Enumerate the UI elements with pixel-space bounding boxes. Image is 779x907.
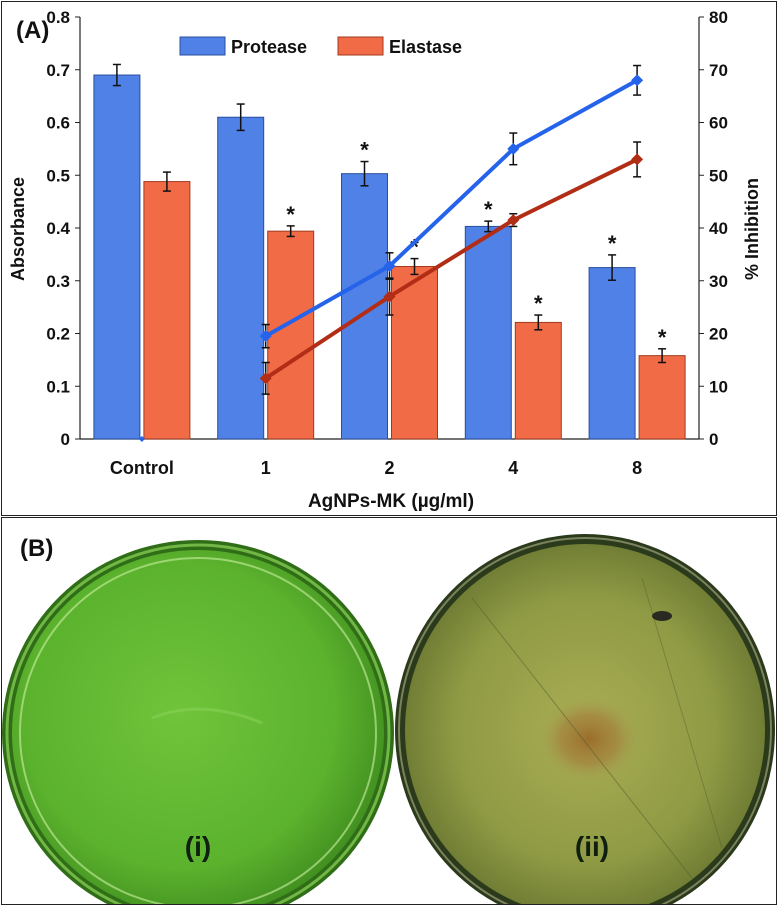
line-point-1 <box>631 153 644 166</box>
y2-tick-label: 10 <box>709 377 728 396</box>
legend-swatch-protease <box>179 36 226 56</box>
y-tick-label: 0.3 <box>46 272 70 291</box>
legend-label-elastase: Elastase <box>389 37 462 57</box>
line-series-0 <box>264 78 639 338</box>
dish-label-ii: (ii) <box>575 831 609 862</box>
line-point-0 <box>259 330 272 343</box>
line-point-1 <box>383 290 396 303</box>
panel-b: (B) (i) (ii) <box>1 517 777 905</box>
y2-tick-label: 0 <box>709 430 718 449</box>
bar-elastase <box>638 355 686 440</box>
y-tick-label: 0.1 <box>46 377 70 396</box>
legend-swatch-elastase <box>337 36 384 56</box>
significance-marker: * <box>484 197 493 222</box>
bar-elastase <box>267 230 315 440</box>
bar-protease <box>588 267 636 440</box>
x-tick-label: 2 <box>384 458 394 478</box>
y2-tick-label: 50 <box>709 166 728 185</box>
y-tick-label: 0 <box>61 430 70 449</box>
y-tick-label: 0.6 <box>46 114 70 133</box>
panel-a-label: (A) <box>16 17 49 44</box>
dish-label-i: (i) <box>185 831 211 862</box>
legend-label-protease: Protease <box>231 37 307 57</box>
bar-elastase <box>143 181 191 440</box>
plot-area: 0 0.1 0.2 0.3 0.4 0.5 0.6 0.7 0.8 0 10 20 30 40 50 60 70… <box>46 8 728 478</box>
x-tick-label: Control <box>110 458 174 478</box>
y-tick-label: 0.4 <box>46 219 70 238</box>
x-axis-label: AgNPs-MK (µg/ml) <box>308 491 474 512</box>
significance-marker: * <box>410 235 419 260</box>
y2-tick-label: 20 <box>709 325 728 344</box>
bar-protease <box>217 116 265 440</box>
significance-marker: * <box>534 291 543 316</box>
petri-dish-ii <box>395 534 775 904</box>
y2-tick-label: 80 <box>709 8 728 27</box>
y-tick-label: 0.2 <box>46 325 70 344</box>
y2-tick-label: 40 <box>709 219 728 238</box>
x-tick-label: 8 <box>632 458 642 478</box>
line-point-0 <box>507 142 520 155</box>
petri-dish-photo: (B) (i) (ii) <box>2 518 776 904</box>
bar-protease <box>341 173 388 440</box>
y2-tick-label: 60 <box>709 114 728 133</box>
line-point-0 <box>383 259 396 272</box>
line-point-1 <box>259 372 272 385</box>
y-tick-label: 0.7 <box>46 61 70 80</box>
line-point-0 <box>138 436 145 442</box>
y-tick-label: 0.8 <box>46 8 70 27</box>
bar-line-chart: (A) Protease Elastase 0 0.1 0.2 0.3 0.4 0.5 0.… <box>8 8 762 512</box>
y2-tick-label: 70 <box>709 61 728 80</box>
legend: Protease Elastase <box>179 36 462 57</box>
y-tick-label: 0.5 <box>46 166 70 185</box>
y-axis-label: Absorbance <box>8 177 28 281</box>
x-tick-label: 1 <box>261 458 271 478</box>
bar-protease <box>93 74 141 440</box>
significance-marker: * <box>658 325 667 350</box>
significance-marker: * <box>360 138 369 163</box>
significance-marker: * <box>608 231 617 256</box>
y2-axis-label: % Inhibition <box>742 178 762 280</box>
significance-marker: * <box>286 202 295 227</box>
panel-a: (A) Protease Elastase 0 0.1 0.2 0.3 0.4 0.5 0.… <box>1 1 777 516</box>
line-series-1 <box>264 157 638 381</box>
x-tick-label: 4 <box>508 458 518 478</box>
petri-dish-i <box>2 540 394 904</box>
bar-protease <box>464 225 512 440</box>
line-point-0 <box>631 74 644 87</box>
bar-elastase <box>514 321 562 440</box>
panel-b-label: (B) <box>20 535 53 562</box>
line-point-1 <box>507 214 520 227</box>
y2-tick-label: 30 <box>709 272 728 291</box>
